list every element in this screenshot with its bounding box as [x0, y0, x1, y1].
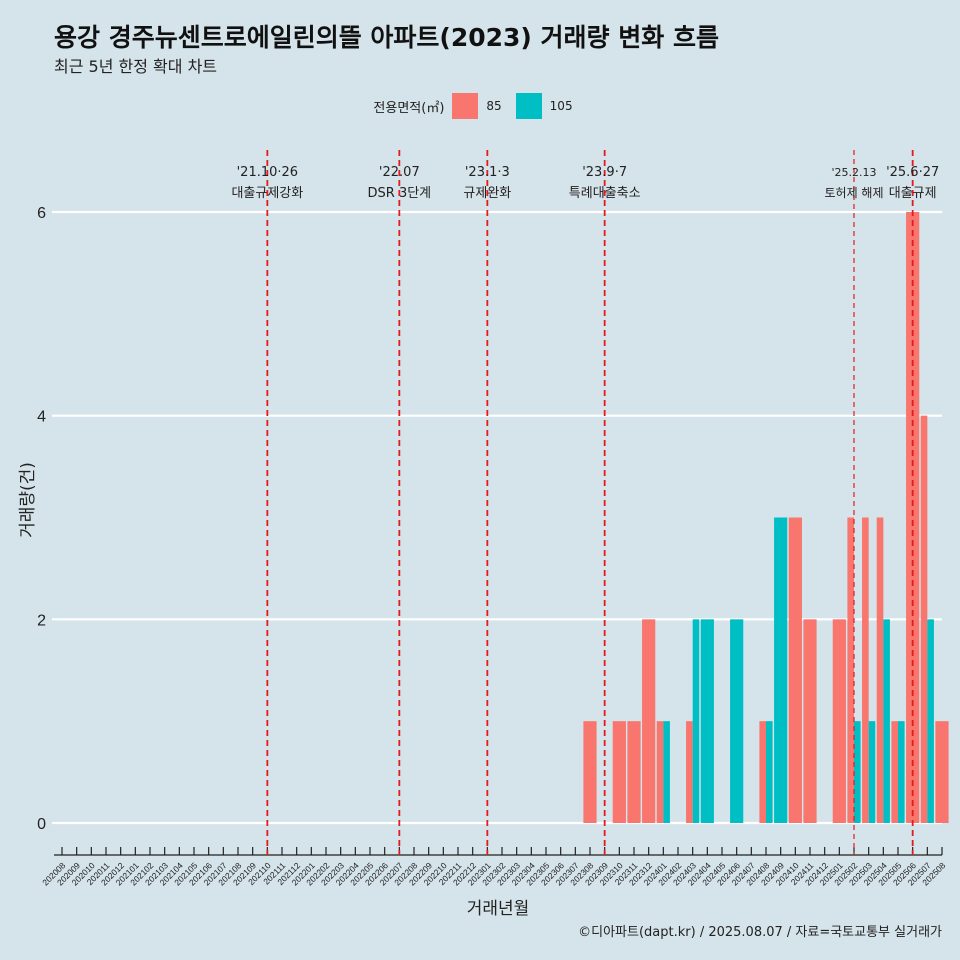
bar-202503-85: [862, 517, 869, 823]
legend-title: 전용면적(㎡): [373, 100, 445, 116]
bar-202311-85: [627, 721, 641, 823]
event-name-label: DSR 3단계: [368, 186, 432, 201]
legend-swatch-105: [515, 93, 542, 119]
bar-202504-105: [883, 619, 890, 823]
event-name-label: 특례대출축소: [569, 186, 641, 201]
bar-202502-105: [854, 721, 861, 823]
x-axis-title: 거래년월: [467, 899, 530, 919]
y-tick-label: 2: [37, 612, 46, 629]
y-tick-label: 6: [37, 205, 46, 222]
source-caption: ©디아파트(dapt.kr) / 2025.08.07 / 자료=국토교통부 실…: [578, 925, 942, 940]
event-date-label: '25.2.13: [831, 166, 876, 179]
event-name-label: 규제완화: [463, 186, 511, 201]
bar-202408-85: [759, 721, 766, 823]
legend: 전용면적(㎡) 85 105: [0, 93, 960, 119]
bar-202505-105: [898, 721, 905, 823]
chart-title: 용강 경주뉴센트로에일린의뜰 아파트(2023) 거래량 변화 흐름: [54, 23, 719, 52]
bar-202503-105: [868, 721, 876, 823]
event-date-label: '23.1·3: [465, 165, 510, 180]
y-axis-title: 거래량(건): [18, 462, 38, 538]
bar-202508-85: [935, 721, 949, 823]
event-name-label: 토허제 해제: [824, 186, 883, 200]
bar-202507-105: [927, 619, 934, 823]
bar-202505-85: [891, 721, 898, 823]
bar-202403-105: [692, 619, 700, 823]
event-date-label: '22.07: [379, 165, 420, 180]
event-name-label: 대출규제: [889, 186, 937, 201]
bar-202403-85: [686, 721, 693, 823]
event-date-label: '21.10·26: [237, 165, 298, 180]
legend-label-105: 105: [549, 99, 573, 113]
bar-202406-105: [730, 619, 744, 823]
bar-202506-85: [906, 212, 920, 823]
bar-202401-105: [663, 721, 670, 823]
event-name-label: 대출규제강화: [231, 186, 303, 201]
bar-202408-105: [766, 721, 773, 823]
y-tick-label: 4: [37, 409, 46, 426]
bar-202501-85: [832, 619, 846, 823]
bar-202409-105: [774, 517, 788, 823]
event-date-label: '25.6·27: [886, 165, 939, 180]
bar-202504-85: [876, 517, 884, 823]
event-date-label: '23.9·7: [582, 165, 627, 180]
bar-202401-85: [656, 721, 664, 823]
bar-202310-85: [612, 721, 626, 823]
legend-swatch-85: [452, 93, 479, 119]
y-tick-label: 0: [37, 816, 46, 833]
bar-202308-85: [583, 721, 597, 823]
bar-202404-105: [700, 619, 714, 823]
bar-202411-85: [803, 619, 817, 823]
chart-subtitle: 최근 5년 한정 확대 차트: [54, 57, 218, 76]
legend-label-85: 85: [486, 99, 502, 113]
bar-202312-85: [642, 619, 656, 823]
bar-202507-85: [920, 415, 928, 823]
bar-202410-85: [788, 517, 802, 823]
bar-202502-85: [847, 517, 854, 823]
